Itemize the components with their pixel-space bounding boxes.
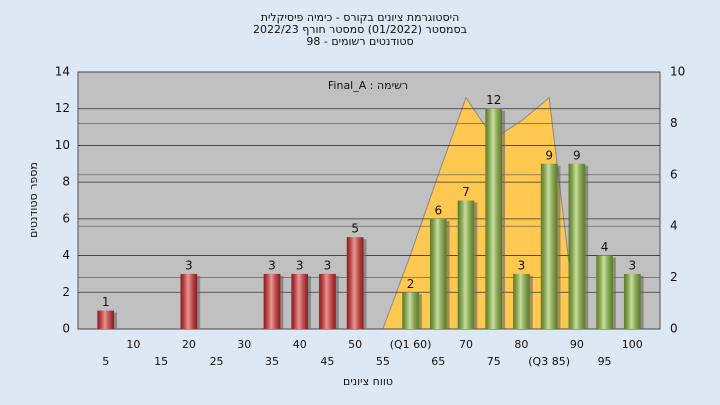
x-tick-label: 65 [431, 355, 445, 368]
value-label: 5 [351, 222, 359, 236]
x-tick-label: 40 [293, 338, 307, 351]
value-label: 3 [628, 258, 636, 272]
value-label: 3 [518, 258, 526, 272]
bar-shine [291, 273, 309, 329]
x-axis-label: טווח ציונים [343, 375, 393, 388]
y2-tick-label: 4 [670, 219, 678, 233]
value-label: 2 [407, 277, 415, 291]
y-tick-label: 10 [55, 138, 70, 152]
bar-shine [97, 310, 115, 329]
value-label: 7 [462, 185, 470, 199]
y-tick-label: 6 [62, 211, 70, 225]
y2-tick-label: 10 [670, 65, 685, 79]
y2-tick-label: 6 [670, 167, 678, 181]
x-tick-label: 5 [102, 355, 109, 368]
y-tick-label: 2 [62, 285, 70, 299]
value-label: 9 [545, 148, 553, 162]
x-tick-label: 55 [376, 355, 390, 368]
bar-shine [485, 108, 503, 329]
bar-shine [402, 292, 419, 329]
bar-shine [180, 273, 198, 329]
y-tick-label: 8 [62, 175, 70, 189]
x-tick-label: 100 [622, 338, 643, 351]
chart-subtitle: בסמסטר (01/2022) סמסטר חורף 2022/23 [253, 23, 467, 36]
y-tick-label: 0 [62, 322, 70, 336]
x-tick-label: 80 [514, 338, 528, 351]
y-tick-label: 12 [55, 101, 70, 115]
x-tick-label: 90 [570, 338, 584, 351]
y-tick-label: 4 [62, 248, 70, 262]
x-tick-label: 35 [265, 355, 279, 368]
x-tick-label: 70 [459, 338, 473, 351]
chart-subtitle: סטודנטים רשומים - 98 [306, 35, 413, 48]
x-tick-label: 95 [598, 355, 612, 368]
value-label: 4 [601, 240, 609, 254]
value-label: 3 [268, 258, 276, 272]
value-label: 1 [102, 295, 110, 309]
bar-shine [540, 163, 558, 329]
chart-title: היסטוגרמת ציונים בקורס - כימיה פיסיקלית [261, 11, 460, 24]
bar-shine [346, 237, 364, 329]
y-axis-label: מספר סטודנטים [27, 162, 40, 238]
y2-tick-label: 2 [670, 270, 678, 284]
value-label: 6 [434, 203, 442, 217]
x-tick-label: 45 [320, 355, 334, 368]
y2-tick-label: 0 [670, 322, 678, 336]
value-label: 3 [324, 258, 332, 272]
bar-shine [429, 218, 447, 329]
value-label: 3 [185, 258, 193, 272]
bar-shine [457, 200, 475, 329]
bar-shine [263, 273, 281, 329]
x-tick-label: 50 [348, 338, 362, 351]
x-tick-label: 10 [126, 338, 140, 351]
annotation: רשימה : Final_A [328, 79, 408, 92]
bar-shine [319, 273, 336, 329]
value-label: 3 [296, 258, 304, 272]
x-tick-label: 20 [182, 338, 196, 351]
bar-shine [568, 163, 586, 329]
value-label: 12 [486, 93, 501, 107]
x-tick-label: 25 [210, 355, 224, 368]
y-tick-label: 14 [55, 65, 70, 79]
bar-shine [513, 273, 530, 329]
x-tick-label: 30 [237, 338, 251, 351]
bar-shine [623, 273, 641, 329]
x-tick-label: (Q1 60) [390, 338, 432, 351]
x-tick-label: 15 [154, 355, 168, 368]
x-tick-label: (Q3 85) [528, 355, 570, 368]
y2-tick-label: 8 [670, 116, 678, 130]
bar-shine [596, 255, 613, 329]
x-tick-label: 75 [487, 355, 501, 368]
value-label: 9 [573, 148, 581, 162]
